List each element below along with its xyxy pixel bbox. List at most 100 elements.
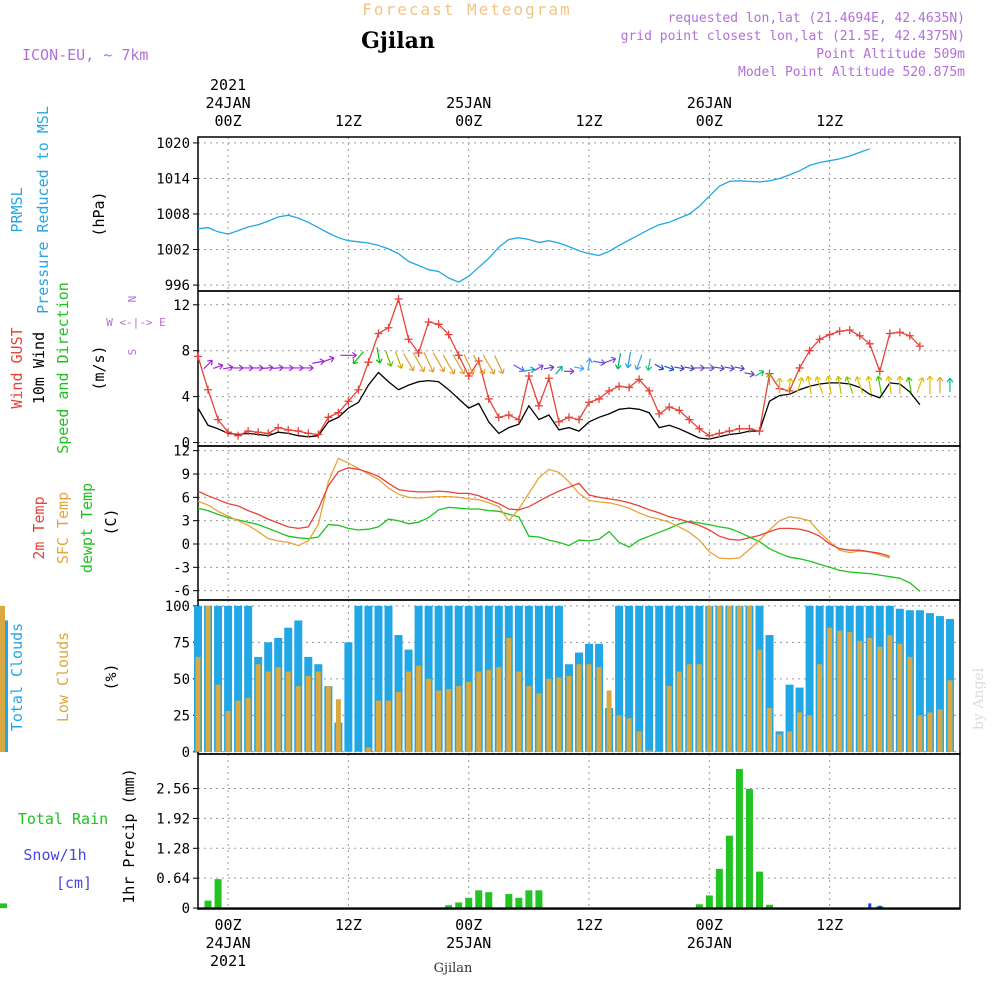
y-tick-label: -3 (173, 560, 190, 576)
y-tick-label: 0.64 (156, 871, 190, 887)
precip-unit-label: 1hr Precip (mm) (120, 768, 138, 903)
wind-direction-arrow (796, 377, 805, 393)
low-cloud-bar (596, 667, 602, 752)
wind-gust-marker (835, 327, 844, 336)
wind-direction-arrow (403, 353, 415, 372)
y-tick-label: 25 (173, 708, 190, 724)
rain-bar (204, 900, 212, 909)
total-cloud-bar (765, 635, 774, 752)
rain-bar (755, 871, 763, 909)
wind-gust-marker (915, 342, 924, 351)
y-tick-label: 12 (173, 444, 190, 460)
low-cloud-bar (746, 605, 752, 752)
watermark: by Angel (971, 667, 987, 730)
wind-direction-arrow (534, 364, 544, 371)
low-cloud-bar (686, 664, 692, 752)
sfc-temp-label: SFC Temp (54, 492, 72, 564)
wind-gust-marker (324, 413, 333, 422)
wind-direction-arrow (573, 364, 585, 372)
wind-gust-marker (294, 427, 303, 436)
wind-gust-marker (444, 330, 453, 339)
wind-direction-arrow (776, 377, 784, 393)
low-cloud-bar (646, 750, 652, 752)
y-tick-label: 0 (182, 745, 190, 761)
low-cloud-bar (807, 715, 813, 752)
point-info: requested lon,lat (21.4694E, 42.4635N) gr… (621, 11, 966, 80)
wind-gust-marker (534, 401, 543, 410)
low-cloud-bar (506, 637, 512, 752)
wind-direction-arrow (674, 364, 685, 372)
low-cloud-bar (857, 640, 863, 752)
low-cloud-bar (676, 671, 682, 752)
wind-direction-arrow (602, 356, 617, 364)
wind-gust-marker (354, 385, 363, 394)
low-cloud-bar (195, 656, 201, 752)
wind-gust-marker (805, 346, 814, 355)
wind-gust-marker (665, 402, 674, 411)
wind-direction-arrow (634, 354, 643, 371)
rain-bar (445, 905, 453, 909)
low-cloud-bar (726, 605, 732, 752)
y-tick-label: 4 (182, 390, 190, 406)
wind-direction-arrow (694, 364, 705, 372)
bottom-time-label: 12Z (575, 916, 602, 934)
wind-direction-arrow (905, 376, 913, 394)
low-cloud-bar (396, 691, 402, 752)
low-cloud-bar (375, 700, 381, 752)
low-cloud-bar (275, 667, 281, 752)
low-cloud-bar (496, 667, 502, 752)
wind-gust-marker (895, 328, 904, 337)
wind-direction-arrow (303, 364, 314, 372)
wind-direction-arrow (513, 364, 525, 373)
low-cloud-bar (817, 664, 823, 752)
wind-direction-arrow (714, 364, 725, 372)
wind-gust-marker (204, 385, 213, 394)
bottom-time-label: 26JAN (687, 934, 732, 952)
low-cloud-bar (426, 678, 432, 752)
low-cloud-bar (456, 686, 462, 752)
wind-gust-marker (715, 429, 724, 438)
top-time-label: 12Z (816, 112, 843, 130)
wind-gust-marker (284, 425, 293, 434)
wind-direction-arrow (253, 364, 264, 372)
dewpoint-series-line (197, 506, 921, 592)
low-cloud-bar (546, 678, 552, 752)
y-tick-label: 1008 (156, 207, 190, 223)
rain-bar (475, 890, 483, 909)
wind-speed-label: 10m Wind (30, 332, 48, 404)
wind-gust-marker (224, 428, 233, 437)
total-cloud-bar (615, 605, 624, 752)
wind-gust-marker (274, 423, 283, 432)
total-cloud-bar (625, 605, 634, 752)
wind-direction-arrow (412, 352, 426, 373)
wind-direction-arrow (814, 376, 824, 394)
wind-gust-marker (374, 329, 383, 338)
low-cloud-bar (536, 693, 542, 752)
wind-direction-arrow (223, 364, 234, 372)
low-cloud-bar (566, 675, 572, 752)
y-tick-label: 12 (173, 298, 190, 314)
wind-direction-arrow (805, 375, 813, 395)
bottom-time-label: 12Z (816, 916, 843, 934)
wind-direction-arrow (786, 377, 794, 393)
wind-gust-marker (344, 397, 353, 406)
snow-bar (878, 905, 882, 909)
wind-direction-arrow (825, 375, 833, 395)
rain-bar (525, 890, 533, 909)
total-cloud-bar (645, 605, 654, 752)
wind-direction-arrow (744, 370, 755, 378)
wind-direction-arrow (766, 373, 773, 386)
total-cloud-bar (524, 605, 533, 752)
total-cloud-bar (344, 642, 353, 752)
wind-gust-marker (675, 406, 684, 415)
wind-gust-marker (564, 413, 573, 422)
wind-gust-marker (575, 415, 583, 424)
low-cloud-bar (576, 664, 582, 752)
wind-gust-marker (885, 329, 894, 338)
y-tick-label: 1014 (156, 171, 190, 187)
low-cloud-bar (215, 684, 221, 752)
top-time-label: 00Z (455, 112, 482, 130)
